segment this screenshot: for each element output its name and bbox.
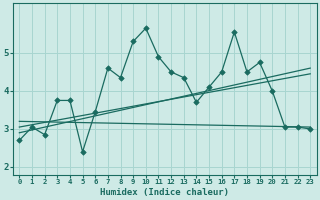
- X-axis label: Humidex (Indice chaleur): Humidex (Indice chaleur): [100, 188, 229, 197]
